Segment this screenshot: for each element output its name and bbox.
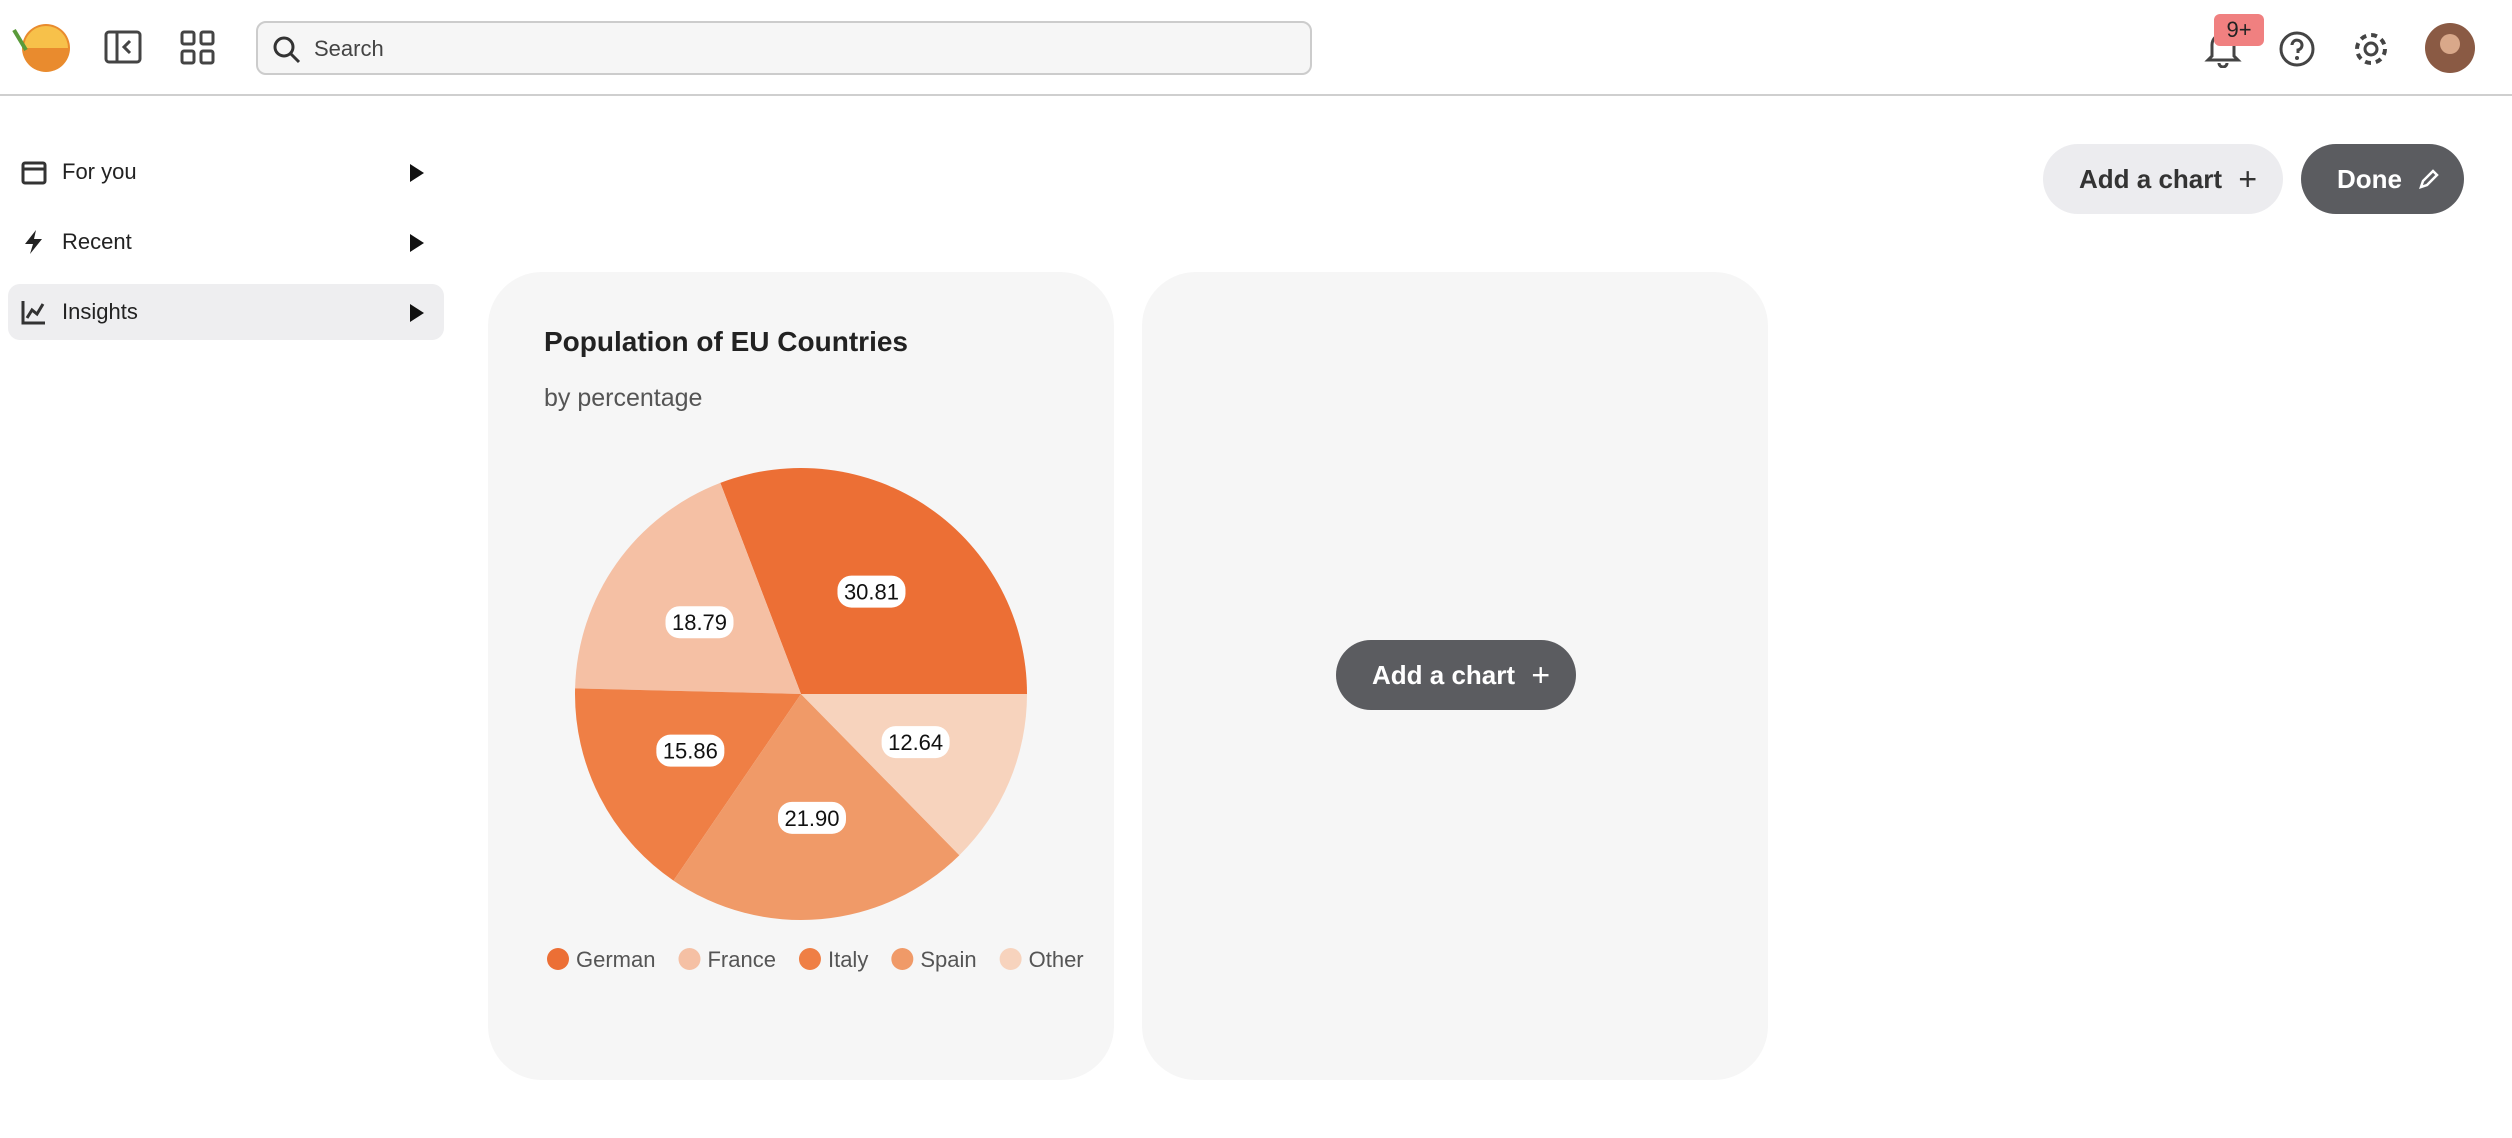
legend-swatch	[891, 948, 914, 970]
bolt-icon	[25, 230, 42, 254]
search-icon	[273, 36, 301, 64]
add-chart-button[interactable]: Add a chart +	[1336, 640, 1576, 710]
button-label: Done	[2337, 164, 2402, 194]
plus-icon: +	[1531, 657, 1550, 693]
legend-label: France	[707, 947, 775, 972]
data-label: 18.79	[672, 610, 727, 635]
data-label-bg	[656, 734, 725, 767]
legend-label: Other	[1029, 947, 1084, 972]
nav-item[interactable]: Insights	[8, 284, 444, 340]
legend-label: Italy	[828, 947, 868, 972]
data-label: 21.90	[784, 806, 839, 831]
pie-slice	[801, 694, 1027, 856]
data-label-bg	[881, 726, 950, 759]
nav-item[interactable]: Recent	[8, 214, 444, 270]
nav-item[interactable]: For you	[8, 144, 444, 200]
calendar-icon	[21, 161, 47, 185]
data-label: 30.81	[844, 580, 899, 605]
sidebar-toggle[interactable]	[104, 30, 142, 66]
legend-swatch	[999, 948, 1022, 970]
button-label: Add a chart	[2079, 164, 2223, 194]
pie-slice	[575, 688, 801, 881]
chart-card: Population of EU Countries by percentage…	[488, 272, 1114, 1080]
avatar[interactable]	[2424, 22, 2476, 74]
legend-swatch	[798, 948, 821, 970]
data-label-bg	[777, 801, 846, 834]
legend-label: German	[576, 947, 655, 972]
pie-chart: 30.81 18.79 15.86 21.90 12.64 German France Ita…	[547, 468, 1084, 972]
nav-label: For you	[62, 159, 137, 184]
notification-badge: 9+	[2214, 14, 2264, 46]
settings-button[interactable]	[2352, 30, 2390, 68]
data-label: 15.86	[663, 739, 718, 764]
data-label: 12.64	[888, 730, 943, 755]
legend-label: Spain	[920, 947, 976, 972]
search-placeholder: Search	[314, 36, 384, 61]
search-box[interactable]: Search	[256, 21, 1312, 75]
nav-label: Recent	[62, 229, 132, 254]
nav-label: Insights	[62, 299, 138, 324]
expand-arrow	[410, 304, 424, 322]
add-chart-button[interactable]: Add a chart +	[2043, 144, 2283, 214]
data-label-bg	[837, 575, 906, 608]
expand-arrow	[410, 234, 424, 252]
legend-swatch	[547, 948, 569, 970]
chart-subtitle: by percentage	[544, 384, 703, 412]
button-label: Add a chart	[1372, 660, 1516, 690]
help-button[interactable]	[2278, 30, 2316, 68]
insights-icon	[21, 301, 45, 325]
expand-arrow	[410, 164, 424, 182]
top-bar: Search 9+	[0, 0, 2512, 96]
empty-chart-card: Add a chart +	[1142, 272, 1768, 1080]
chart-title: Population of EU Countries	[544, 326, 908, 357]
done-button[interactable]: Done	[2301, 144, 2464, 214]
apps-button[interactable]	[180, 30, 216, 66]
pencil-icon	[2419, 169, 2439, 189]
plus-icon: +	[2238, 161, 2257, 197]
pie-slice	[575, 482, 801, 694]
data-label-bg	[665, 606, 734, 639]
logo	[12, 24, 70, 72]
legend-swatch	[678, 948, 701, 970]
